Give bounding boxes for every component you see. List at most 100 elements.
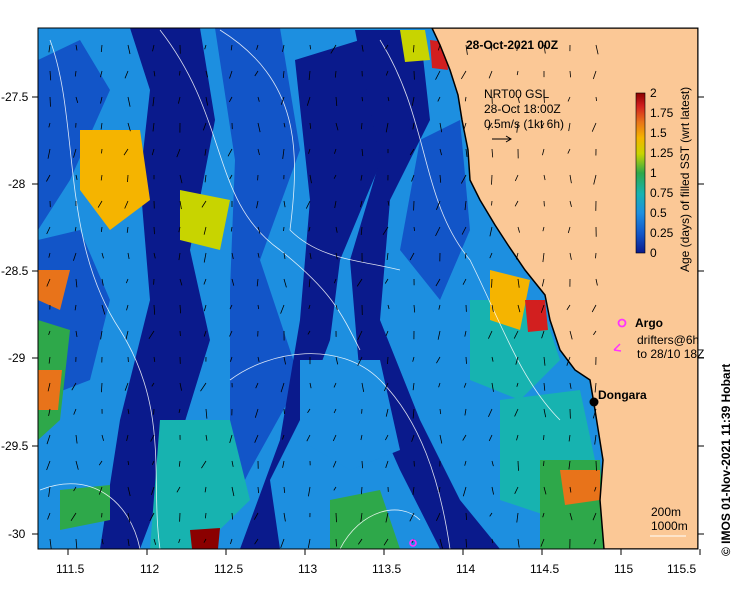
current-vector bbox=[153, 226, 155, 235]
current-vector bbox=[517, 226, 520, 233]
current-vector bbox=[153, 356, 156, 362]
current-vector bbox=[360, 174, 363, 181]
current-vector bbox=[435, 278, 441, 287]
current-vector bbox=[491, 382, 494, 392]
current-vector bbox=[204, 174, 207, 183]
current-vector bbox=[465, 44, 468, 55]
current-vector bbox=[282, 44, 285, 52]
x-tick-label: 113 bbox=[298, 562, 317, 576]
current-vector bbox=[569, 200, 572, 207]
current-vector bbox=[462, 486, 467, 497]
current-vector bbox=[464, 96, 467, 102]
current-vector bbox=[462, 278, 467, 285]
current-vector bbox=[540, 304, 545, 313]
current-vector bbox=[205, 408, 208, 419]
current-vector bbox=[282, 460, 285, 468]
current-vector bbox=[516, 434, 519, 441]
current-vector bbox=[48, 356, 51, 364]
current-vector bbox=[178, 96, 181, 104]
current-vector bbox=[308, 70, 311, 81]
current-vector bbox=[49, 70, 52, 81]
current-vector bbox=[387, 96, 390, 102]
current-vector bbox=[306, 434, 311, 442]
current-vector bbox=[229, 70, 233, 79]
current-vector bbox=[283, 226, 285, 232]
current-vector bbox=[307, 330, 311, 335]
colorbar-label: Age (days) of filled SST (wrt latest) bbox=[678, 87, 692, 272]
current-vector bbox=[491, 304, 494, 312]
current-vector bbox=[489, 512, 493, 517]
current-vector bbox=[97, 200, 103, 208]
svg-text:0.75: 0.75 bbox=[650, 186, 674, 200]
current-vector bbox=[254, 408, 259, 418]
current-vector bbox=[153, 304, 156, 315]
current-vector bbox=[126, 434, 129, 441]
current-vector bbox=[334, 70, 337, 78]
current-vector bbox=[569, 70, 571, 78]
current-vector bbox=[491, 460, 494, 467]
current-vector bbox=[254, 538, 259, 545]
current-vector bbox=[335, 122, 339, 131]
current-vector bbox=[153, 538, 157, 545]
current-vector bbox=[282, 70, 285, 78]
current-vector bbox=[48, 408, 51, 416]
current-vector bbox=[201, 200, 207, 208]
current-vector bbox=[387, 200, 390, 206]
current-vector bbox=[334, 200, 337, 209]
current-vector bbox=[543, 382, 546, 391]
contour-legend: 200m 1000m bbox=[650, 505, 688, 537]
current-vector bbox=[567, 96, 571, 102]
current-vector bbox=[126, 304, 129, 311]
plot-frame bbox=[37, 27, 699, 550]
current-vector bbox=[517, 538, 520, 548]
current-vector bbox=[361, 44, 364, 52]
current-vector bbox=[75, 538, 78, 549]
current-vector bbox=[464, 330, 467, 337]
current-vector bbox=[335, 356, 339, 365]
current-vector bbox=[179, 70, 181, 76]
current-vector bbox=[335, 226, 338, 233]
float-legend: Argo drifters@6h to 28/10 18Z bbox=[613, 316, 704, 361]
current-vector bbox=[541, 278, 545, 287]
current-vector bbox=[411, 174, 415, 182]
current-vector bbox=[540, 538, 545, 547]
current-vector bbox=[125, 278, 129, 284]
current-vector bbox=[438, 486, 441, 493]
y-axis: -27.5 -28 -28.5 -29 -29.5 -30 bbox=[1, 90, 704, 541]
current-vector bbox=[283, 252, 286, 259]
current-vector bbox=[75, 330, 78, 337]
current-vector bbox=[46, 434, 51, 445]
current-vector bbox=[514, 200, 519, 207]
current-vector bbox=[384, 44, 389, 50]
current-vector bbox=[591, 122, 597, 132]
current-vector bbox=[257, 96, 260, 102]
current-vector bbox=[46, 226, 51, 235]
current-vector bbox=[593, 174, 597, 185]
current-vector bbox=[280, 538, 285, 549]
current-vector bbox=[384, 278, 389, 284]
current-vector bbox=[437, 330, 441, 340]
current-vector bbox=[48, 330, 51, 336]
current-vector bbox=[203, 538, 207, 543]
current-vector bbox=[333, 174, 337, 179]
current-vector bbox=[542, 148, 545, 156]
current-vector bbox=[203, 226, 207, 235]
current-vector bbox=[178, 408, 181, 413]
current-vector bbox=[49, 96, 51, 107]
current-vector bbox=[543, 460, 545, 467]
current-vector bbox=[515, 356, 519, 365]
current-vector bbox=[179, 174, 183, 184]
current-vector bbox=[514, 174, 519, 182]
current-vector bbox=[361, 122, 363, 130]
current-vector bbox=[257, 226, 261, 234]
current-vector bbox=[569, 512, 573, 521]
current-vector bbox=[127, 122, 131, 132]
svg-text:0: 0 bbox=[650, 246, 657, 260]
current-vector bbox=[335, 512, 337, 523]
current-vector bbox=[46, 460, 51, 471]
svg-text:2: 2 bbox=[650, 86, 657, 100]
current-vector bbox=[127, 44, 131, 55]
svg-text:to 28/10 18Z: to 28/10 18Z bbox=[637, 347, 704, 361]
current-vector bbox=[127, 512, 131, 523]
